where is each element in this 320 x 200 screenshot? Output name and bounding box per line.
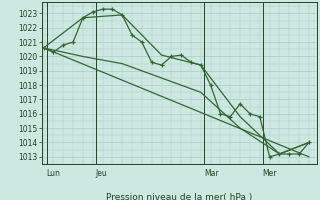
Text: Pression niveau de la mer( hPa ): Pression niveau de la mer( hPa ) (106, 193, 252, 200)
Text: Mar: Mar (204, 169, 218, 178)
Text: Mer: Mer (263, 169, 277, 178)
Text: Jeu: Jeu (96, 169, 108, 178)
Text: Lun: Lun (46, 169, 60, 178)
